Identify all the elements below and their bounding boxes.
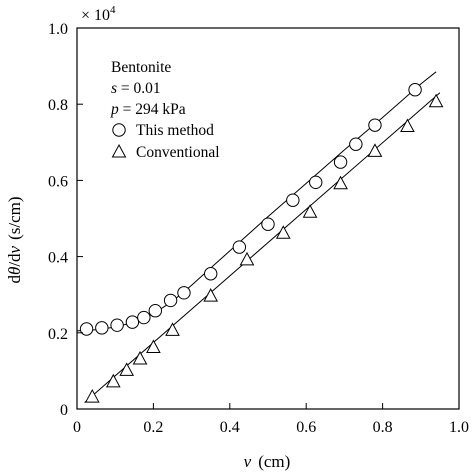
x-tick-label: 0.8 bbox=[373, 419, 393, 436]
triangle-point bbox=[146, 339, 161, 354]
plot-markers bbox=[79, 83, 444, 403]
circle-point bbox=[286, 193, 300, 207]
y-ticks: 0 0.2 0.4 0.6 0.8 1.0 bbox=[48, 21, 83, 419]
circle-point bbox=[79, 322, 94, 336]
triangle-point bbox=[302, 204, 318, 218]
x-tick-label: 0.4 bbox=[220, 419, 240, 436]
plot-frame bbox=[76, 27, 460, 410]
circle-point bbox=[309, 175, 323, 190]
circle-point bbox=[148, 304, 163, 318]
x-tick-label: 0.2 bbox=[143, 419, 163, 436]
circle-point bbox=[408, 83, 422, 97]
y-axis-label: dθ/dv(s/cm) bbox=[5, 196, 24, 283]
circle-point bbox=[232, 240, 247, 254]
triangle-point bbox=[203, 288, 219, 302]
circle-point bbox=[137, 310, 151, 325]
legend-label-this-method: This method bbox=[136, 122, 214, 139]
triangle-point bbox=[132, 350, 148, 365]
y-tick-label: 0.8 bbox=[48, 97, 68, 114]
annotation-material: Bentonite bbox=[111, 59, 171, 76]
circle-point bbox=[95, 321, 109, 335]
y-tick-label: 1.0 bbox=[48, 21, 68, 38]
triangle-point bbox=[333, 175, 348, 190]
y-multiplier: × 104 bbox=[81, 4, 116, 24]
legend-label-conventional: Conventional bbox=[136, 144, 220, 161]
legend: This method Conventional bbox=[111, 122, 220, 161]
circle-point bbox=[368, 118, 382, 132]
x-tick-label: 0 bbox=[73, 419, 81, 436]
triangle-point bbox=[165, 322, 180, 336]
x-tick-label: 1.0 bbox=[449, 419, 469, 436]
triangle-point bbox=[239, 251, 255, 266]
x-axis-label: v (cm) bbox=[244, 452, 291, 471]
y-tick-label: 0.4 bbox=[48, 250, 68, 267]
circle-point bbox=[177, 286, 191, 300]
triangle-point bbox=[84, 389, 100, 403]
plot-lines bbox=[76, 71, 441, 403]
triangle-point bbox=[275, 225, 291, 239]
fit-line bbox=[84, 92, 441, 403]
y-tick-label: 0 bbox=[60, 402, 68, 419]
legend-circle-marker bbox=[112, 123, 126, 137]
triangle-point bbox=[105, 373, 121, 388]
triangle-point bbox=[119, 362, 134, 376]
circle-point bbox=[110, 318, 124, 332]
circle-point bbox=[204, 267, 218, 281]
circle-point bbox=[163, 293, 178, 308]
circle-point bbox=[125, 315, 140, 329]
y-tick-label: 0.6 bbox=[48, 173, 68, 190]
circle-point bbox=[349, 137, 363, 151]
legend-triangle-marker bbox=[111, 143, 127, 158]
y-tick-label: 0.2 bbox=[48, 326, 68, 343]
triangle-point bbox=[428, 93, 444, 108]
x-tick-label: 0.6 bbox=[296, 419, 316, 436]
annotation-s: s = 0.01 bbox=[111, 80, 161, 97]
annotation-p: p = 294 kPa bbox=[110, 101, 186, 118]
x-ticks: 0 0.2 0.4 0.6 0.8 1.0 bbox=[73, 403, 469, 436]
circle-point bbox=[261, 217, 275, 231]
triangle-point bbox=[367, 143, 383, 157]
triangle-point bbox=[400, 118, 415, 133]
circle-point bbox=[333, 155, 348, 169]
